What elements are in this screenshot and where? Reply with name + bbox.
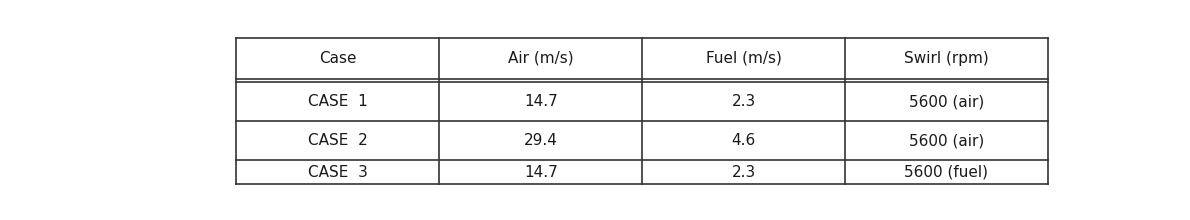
Text: 5600 (air): 5600 (air) bbox=[909, 94, 984, 109]
Text: 14.7: 14.7 bbox=[524, 94, 558, 109]
Text: 4.6: 4.6 bbox=[732, 133, 756, 148]
Text: 5600 (air): 5600 (air) bbox=[909, 133, 984, 148]
Text: CASE  3: CASE 3 bbox=[308, 165, 368, 180]
Text: CASE  1: CASE 1 bbox=[308, 94, 368, 109]
Text: Fuel (m/s): Fuel (m/s) bbox=[706, 51, 782, 66]
Text: Case: Case bbox=[319, 51, 357, 66]
Text: 2.3: 2.3 bbox=[732, 165, 756, 180]
Text: 14.7: 14.7 bbox=[524, 165, 558, 180]
Text: CASE  2: CASE 2 bbox=[308, 133, 368, 148]
Text: 2.3: 2.3 bbox=[732, 94, 756, 109]
Text: 5600 (fuel): 5600 (fuel) bbox=[904, 165, 989, 180]
Text: Swirl (rpm): Swirl (rpm) bbox=[904, 51, 989, 66]
Text: 29.4: 29.4 bbox=[524, 133, 558, 148]
Text: Air (m/s): Air (m/s) bbox=[508, 51, 574, 66]
